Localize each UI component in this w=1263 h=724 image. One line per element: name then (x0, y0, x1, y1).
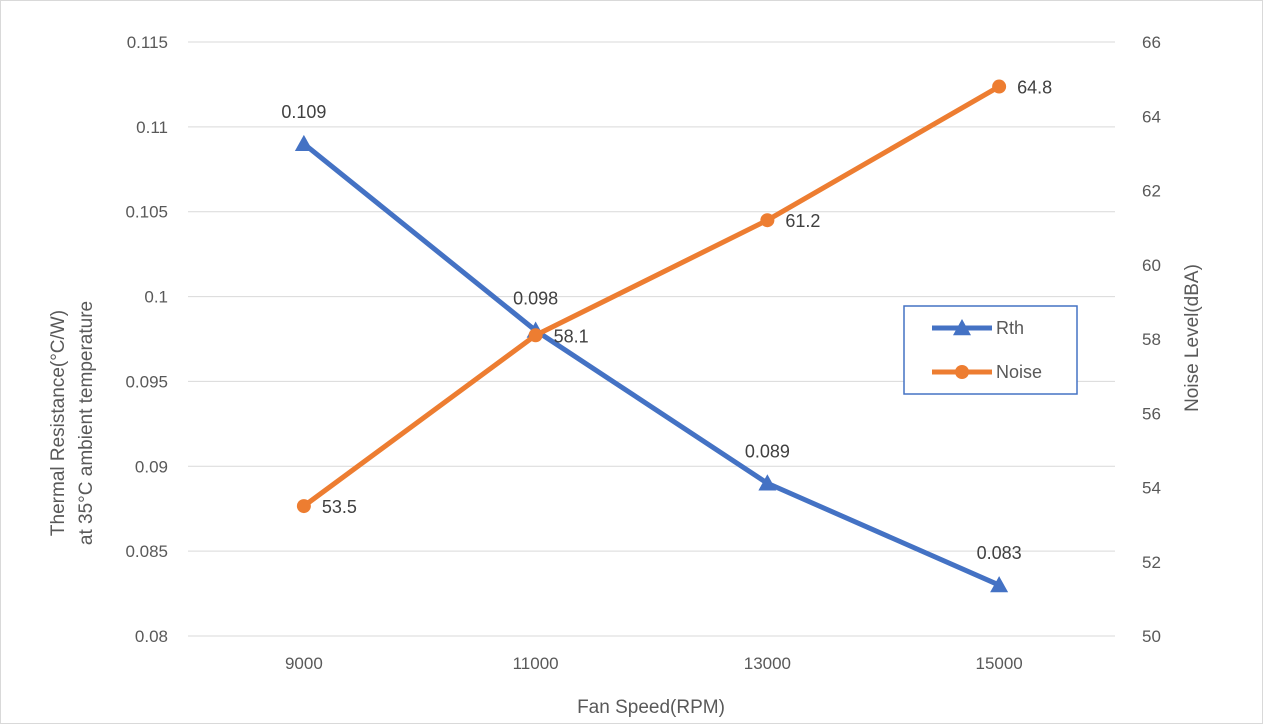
series-line-noise (302, 84, 1001, 509)
data-point-noise (760, 213, 775, 228)
data-label-rth: 0.083 (977, 543, 1022, 563)
right-tick-label: 60 (1142, 256, 1161, 275)
right-tick-label: 54 (1142, 479, 1161, 498)
x-axis-title: Fan Speed(RPM) (577, 697, 725, 718)
right-tick-label: 58 (1142, 330, 1161, 349)
right-tick-label: 52 (1142, 553, 1161, 572)
data-label-noise: 61.2 (785, 211, 820, 231)
legend-box (903, 305, 1078, 395)
right-tick-label: 66 (1142, 33, 1161, 52)
left-tick-label: 0.09 (135, 457, 168, 476)
data-label-noise: 64.8 (1017, 78, 1052, 98)
left-tick-label: 0.105 (125, 203, 168, 222)
x-tick-label: 13000 (744, 654, 791, 673)
left-tick-label: 0.11 (136, 118, 168, 137)
data-point-rth (758, 474, 777, 491)
data-label-noise: 58.1 (554, 326, 589, 346)
legend-label-rth: Rth (996, 318, 1024, 338)
legend: Rth Noise (903, 305, 1078, 395)
left-tick-label: 0.08 (135, 627, 168, 646)
left-axis-ticks: 0.08 0.085 0.09 0.095 0.1 0.105 0.11 0.115 (125, 33, 168, 646)
y2-axis-title: Noise Level(dBA) (1182, 264, 1203, 412)
series-line-rth (302, 141, 1001, 588)
right-tick-label: 64 (1142, 107, 1161, 126)
left-tick-label: 0.085 (125, 542, 168, 561)
left-tick-label: 0.1 (144, 288, 168, 307)
x-tick-label: 9000 (285, 654, 323, 673)
y-axis-title-line-1: Thermal Resistance(°C/W) (48, 310, 69, 536)
right-axis-ticks: 50 52 54 56 58 60 62 64 66 (1142, 33, 1161, 646)
gridlines (188, 41, 1115, 637)
data-point-rth (990, 576, 1009, 593)
legend-marker-rth (953, 319, 971, 336)
left-tick-label: 0.095 (125, 372, 168, 391)
data-label-rth: 0.109 (281, 102, 326, 122)
left-tick-label: 0.115 (127, 33, 168, 52)
data-label-rth: 0.098 (513, 289, 558, 309)
legend-label-noise: Noise (996, 362, 1042, 382)
data-label-noise: 53.5 (322, 497, 357, 517)
data-label-rth: 0.089 (745, 441, 790, 461)
right-tick-label: 50 (1142, 627, 1161, 646)
data-point-noise (528, 328, 543, 343)
series-layer (294, 79, 1009, 593)
y-axis-title-line-2: at 35°C ambient temperature (76, 301, 97, 545)
x-tick-label: 15000 (975, 654, 1022, 673)
x-tick-label: 11000 (513, 654, 559, 673)
x-axis-ticks: 9000 11000 13000 15000 (285, 654, 1023, 673)
data-labels: 0.109 0.098 0.089 0.083 53.5 58.1 61.2 64.8 (281, 78, 1052, 564)
legend-marker-noise (955, 365, 969, 379)
data-point-noise (296, 499, 311, 514)
data-point-noise (992, 79, 1007, 94)
data-point-rth (294, 134, 313, 152)
right-tick-label: 56 (1142, 404, 1161, 423)
right-tick-label: 62 (1142, 182, 1161, 201)
